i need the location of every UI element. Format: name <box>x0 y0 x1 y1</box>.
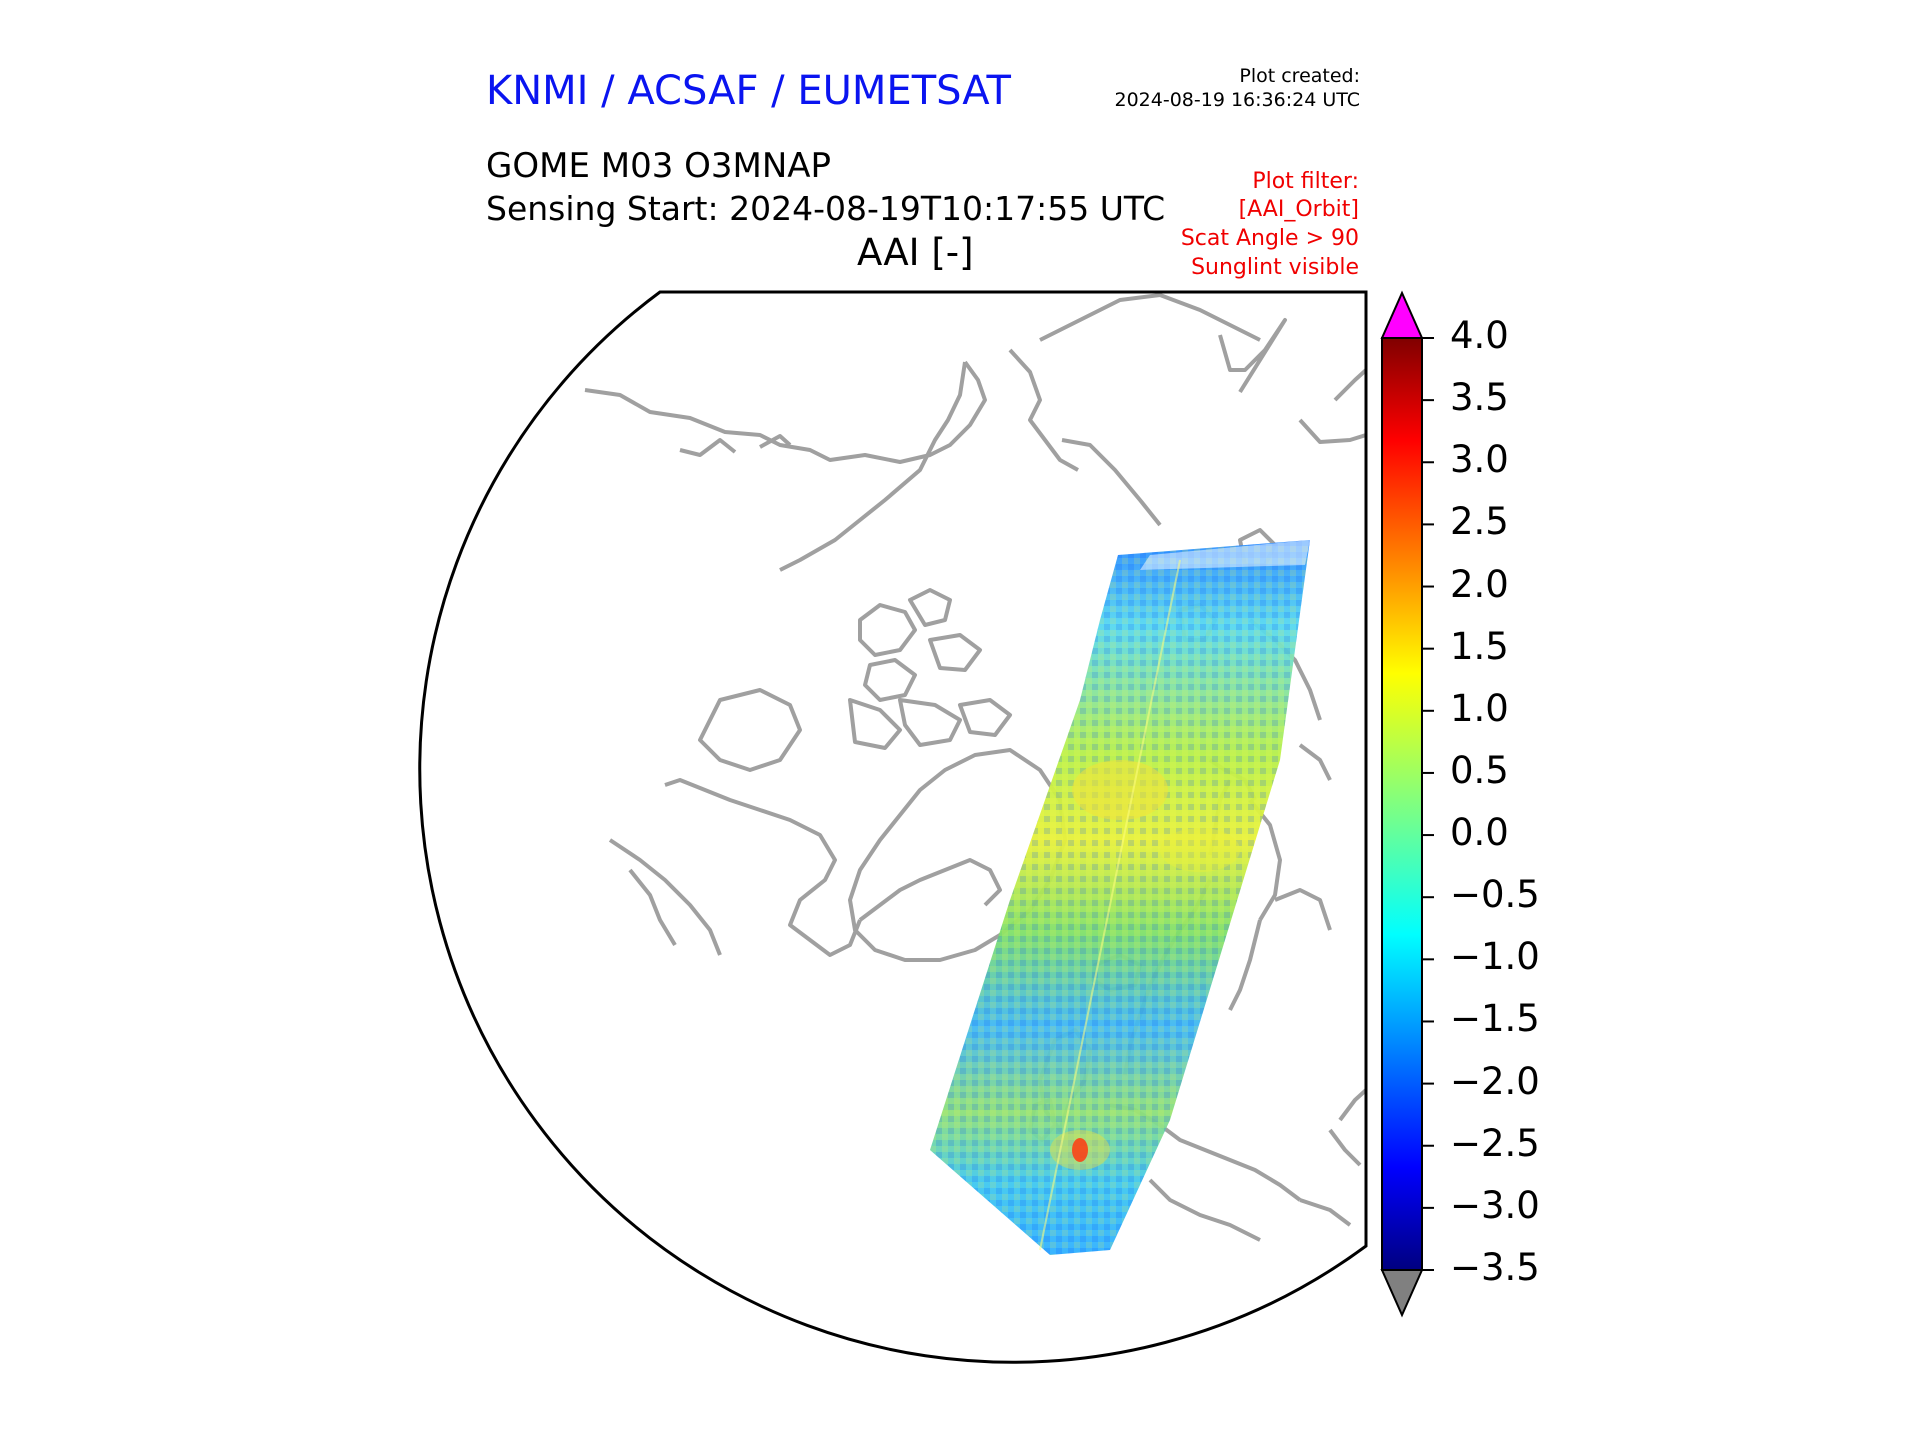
colorbar <box>1380 290 1434 1318</box>
created-timestamp: 2024-08-19 16:36:24 UTC <box>1114 89 1361 111</box>
filter-label: Plot filter: <box>1252 169 1359 194</box>
sensing-start: Sensing Start: 2024-08-19T10:17:55 UTC <box>486 189 1166 228</box>
filter-sunglint: Sunglint visible <box>1191 255 1359 280</box>
colorbar-tick-label: 1.5 <box>1450 624 1509 668</box>
variable-title: AAI [-] <box>857 231 974 274</box>
colorbar-tick-label: −3.0 <box>1450 1183 1540 1227</box>
colorbar-tick-label: 2.0 <box>1450 562 1509 606</box>
colorbar-tick-label: −1.5 <box>1450 997 1540 1041</box>
created-label: Plot created: <box>1239 65 1360 87</box>
filter-scat-angle: Scat Angle > 90 <box>1180 226 1359 251</box>
colorbar-tick-label: 4.0 <box>1450 314 1509 357</box>
colorbar-tick-label: 1.0 <box>1450 686 1509 730</box>
colorbar-tick-label: −3.5 <box>1450 1246 1540 1289</box>
colorbar-tick-label: −2.0 <box>1450 1059 1540 1103</box>
colorbar-under-triangle <box>1380 1269 1424 1318</box>
colorbar-over-triangle <box>1380 290 1424 339</box>
product-name: GOME M03 O3MNAP <box>486 146 832 186</box>
colorbar-tick-label: −0.5 <box>1450 873 1540 917</box>
colorbar-tick-label: 0.5 <box>1450 748 1509 792</box>
colorbar-tick-label: 3.0 <box>1450 438 1509 482</box>
colorbar-gradient <box>1381 337 1423 1271</box>
map-boundary <box>418 290 1368 1364</box>
filter-name: [AAI_Orbit] <box>1238 197 1359 222</box>
org-title: KNMI / ACSAF / EUMETSAT <box>486 68 1011 114</box>
colorbar-tick-label: 3.5 <box>1450 376 1509 420</box>
colorbar-tick-label: 2.5 <box>1450 500 1509 544</box>
map-area <box>584 293 1366 1255</box>
colorbar-tick-label: −2.5 <box>1450 1121 1540 1165</box>
aai-swath <box>930 540 1310 1255</box>
colorbar-tick-label: −1.0 <box>1450 935 1540 979</box>
colorbar-tick-label: 0.0 <box>1450 811 1509 855</box>
